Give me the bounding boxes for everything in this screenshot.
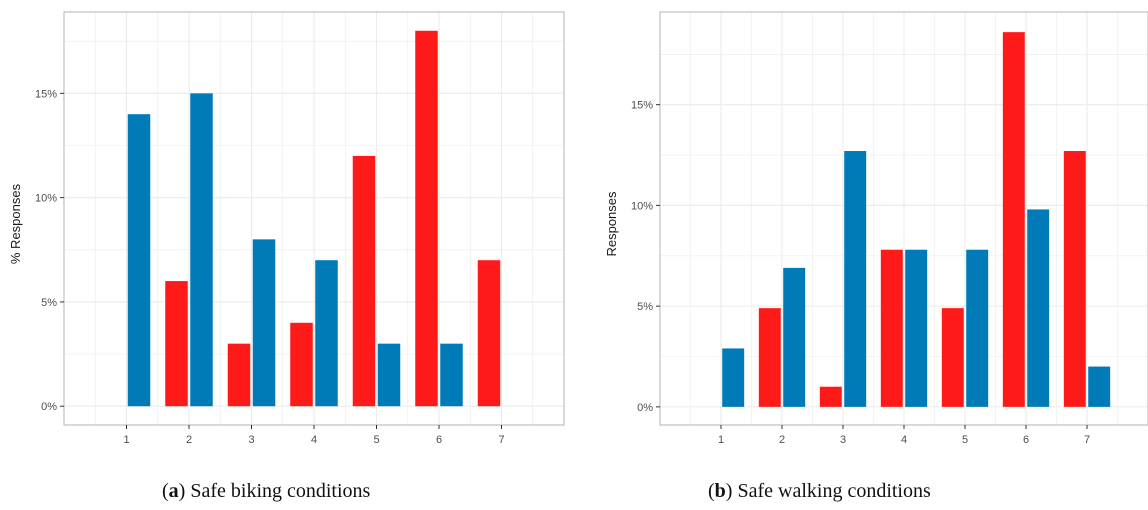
bar-red-4 [880, 249, 903, 407]
y-tick-label: 5% [637, 301, 653, 313]
bar-blue-4 [315, 260, 338, 407]
bar-blue-6 [1027, 209, 1050, 407]
x-tick-label: 5 [373, 434, 379, 446]
x-tick-label: 2 [186, 434, 192, 446]
x-tick-label: 1 [123, 434, 129, 446]
bar-blue-4 [905, 249, 928, 407]
bar-red-4 [290, 322, 313, 407]
y-tick-label: 5% [41, 297, 57, 309]
bar-red-5 [941, 308, 964, 407]
bar-red-6 [1002, 32, 1025, 407]
bar-blue-2 [783, 267, 806, 407]
y-tick-label: 10% [35, 193, 57, 205]
x-tick-label: 6 [436, 434, 442, 446]
y-tick-label: 10% [631, 200, 653, 212]
panel-b-chart: 0% 5% 10% 15% 1 2 3 4 5 6 7 Responses [604, 11, 1148, 446]
bar-red-7 [477, 260, 501, 407]
bar-blue-5 [966, 249, 989, 407]
x-tick-label: 6 [1023, 434, 1029, 446]
bar-red-5 [352, 155, 376, 407]
bar-red-6 [415, 30, 438, 407]
caption-a: (a) Safe biking conditions [162, 480, 371, 502]
x-tick-label: 5 [962, 434, 968, 446]
y-axis-label: % Responses [8, 183, 23, 264]
x-tick-label: 3 [840, 434, 846, 446]
x-tick-label: 7 [498, 434, 504, 446]
y-axis-label: Responses [604, 191, 619, 257]
x-tick-label: 7 [1084, 434, 1090, 446]
caption-b-letter: b [714, 480, 726, 502]
bar-red-2 [165, 281, 188, 407]
caption-b: (b) Safe walking conditions [708, 480, 931, 502]
bar-blue-3 [844, 151, 867, 407]
bar-blue-6 [440, 343, 463, 407]
x-tick-label: 2 [779, 434, 785, 446]
bar-blue-1 [127, 114, 151, 407]
bar-blue-3 [252, 239, 276, 407]
x-tick-label: 4 [901, 434, 907, 446]
bar-red-2 [758, 308, 781, 407]
bar-red-3 [227, 343, 251, 407]
caption-a-letter: a [168, 480, 179, 502]
panel-a-chart: 0% 5% 10% 15% 1 2 3 4 5 6 7 % Responses [8, 11, 565, 446]
bar-blue-2 [190, 93, 213, 407]
bar-red-3 [819, 386, 842, 407]
y-tick-label: 15% [35, 88, 57, 100]
x-tick-label: 4 [311, 434, 317, 446]
bar-red-7 [1063, 151, 1086, 407]
y-tick-label: 15% [631, 100, 653, 112]
y-tick-label: 0% [637, 402, 653, 414]
bar-blue-7 [1088, 366, 1111, 407]
x-tick-label: 1 [718, 434, 724, 446]
bar-blue-1 [722, 348, 745, 407]
y-tick-label: 0% [41, 401, 57, 413]
x-tick-label: 3 [248, 434, 254, 446]
caption-b-text: Safe walking conditions [737, 480, 931, 502]
bar-blue-5 [377, 343, 401, 407]
caption-a-text: Safe biking conditions [190, 480, 371, 502]
